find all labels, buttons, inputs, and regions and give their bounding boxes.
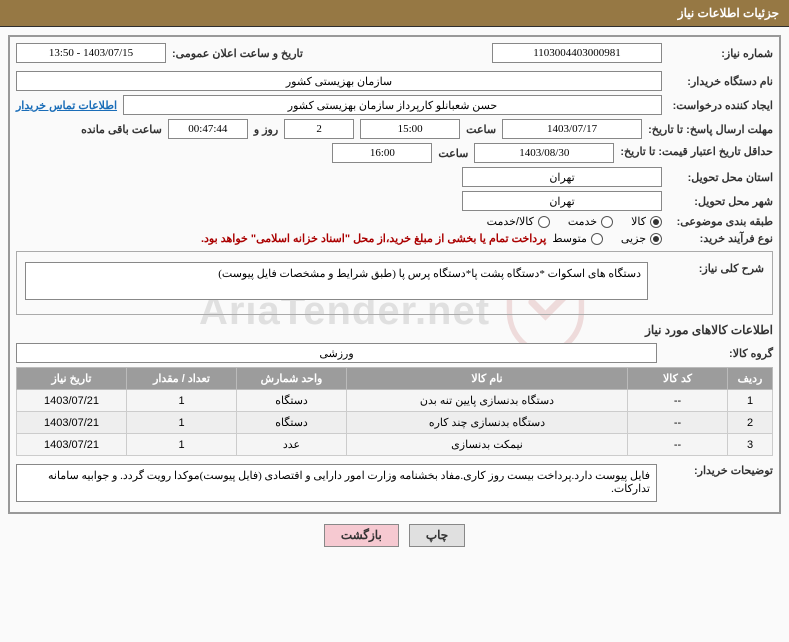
announce-dt-field: 1403/07/15 - 13:50 <box>16 43 166 63</box>
table-cell: 1403/07/21 <box>17 434 127 456</box>
deadline-time-field: 15:00 <box>360 119 460 139</box>
table-cell: عدد <box>237 434 347 456</box>
radio-medium[interactable] <box>591 233 603 245</box>
label-deliver-prov: استان محل تحویل: <box>668 171 773 184</box>
radio-minor[interactable] <box>650 233 662 245</box>
deliver-prov-field: تهران <box>462 167 662 187</box>
th-date: تاریخ نیاز <box>17 368 127 390</box>
table-cell: دستگاه <box>237 390 347 412</box>
category-radio-group: کالا خدمت کالا/خدمت <box>487 215 662 228</box>
table-cell: 1403/07/21 <box>17 390 127 412</box>
table-cell: 1403/07/21 <box>17 412 127 434</box>
label-announce-dt: تاریخ و ساعت اعلان عمومی: <box>172 47 303 60</box>
goods-info-title: اطلاعات کالاهای مورد نیاز <box>16 323 773 337</box>
th-unit: واحد شمارش <box>237 368 347 390</box>
remain-time-field: 00:47:44 <box>168 119 248 139</box>
table-cell: 1 <box>127 390 237 412</box>
desc-textarea[interactable]: دستگاه های اسکوات *دستگاه پشت پا*دستگاه … <box>25 262 648 300</box>
panel-header: جزئیات اطلاعات نیاز <box>0 0 789 27</box>
label-deadline: مهلت ارسال پاسخ: تا تاریخ: <box>648 123 773 136</box>
radio-minor-label: جزیی <box>621 232 646 245</box>
label-remain: ساعت باقی مانده <box>81 123 162 136</box>
table-row: 2--دستگاه بدنسازی چند کارهدستگاه11403/07… <box>17 412 773 434</box>
back-button[interactable]: بازگشت <box>324 524 399 547</box>
radio-both-label: کالا/خدمت <box>487 215 534 228</box>
table-cell: نیمکت بدنسازی <box>347 434 628 456</box>
table-cell: دستگاه بدنسازی چند کاره <box>347 412 628 434</box>
table-cell: دستگاه <box>237 412 347 434</box>
goods-group-field: ورزشی <box>16 343 657 363</box>
radio-service[interactable] <box>601 216 613 228</box>
validity-date-field: 1403/08/30 <box>474 143 614 163</box>
th-name: نام کالا <box>347 368 628 390</box>
label-days-and: روز و <box>254 123 278 136</box>
requester-field: حسن شعبانلو کارپرداز سازمان بهزیستی کشور <box>123 95 662 115</box>
table-cell: 3 <box>728 434 773 456</box>
label-deliver-city: شهر محل تحویل: <box>668 195 773 208</box>
label-process: نوع فرآیند خرید: <box>668 232 773 245</box>
label-need-no: شماره نیاز: <box>668 47 773 60</box>
radio-medium-label: متوسط <box>552 232 587 245</box>
validity-time-field: 16:00 <box>332 143 432 163</box>
remain-days-field: 2 <box>284 119 354 139</box>
table-cell: -- <box>628 434 728 456</box>
description-frame: شرح کلی نیاز: دستگاه های اسکوات *دستگاه … <box>16 251 773 315</box>
main-frame: شماره نیاز: 1103004403000981 تاریخ و ساع… <box>8 35 781 514</box>
table-cell: دستگاه بدنسازی پایین تنه بدن <box>347 390 628 412</box>
label-validity: حداقل تاریخ اعتبار قیمت: تا تاریخ: <box>620 146 773 159</box>
th-row: ردیف <box>728 368 773 390</box>
table-cell: -- <box>628 390 728 412</box>
radio-goods[interactable] <box>650 216 662 228</box>
process-note: پرداخت تمام یا بخشی از مبلغ خرید،از محل … <box>16 232 546 245</box>
label-time-1: ساعت <box>466 123 496 136</box>
label-buyer-notes: توضیحات خریدار: <box>663 464 773 477</box>
label-desc: شرح کلی نیاز: <box>654 262 764 275</box>
deliver-city-field: تهران <box>462 191 662 211</box>
buyer-notes-textarea[interactable]: فایل پیوست دارد.پرداخت بیست روز کاری.مفا… <box>16 464 657 502</box>
goods-table: ردیف کد کالا نام کالا واحد شمارش تعداد /… <box>16 367 773 456</box>
table-row: 1--دستگاه بدنسازی پایین تنه بدندستگاه114… <box>17 390 773 412</box>
radio-both[interactable] <box>538 216 550 228</box>
table-cell: 1 <box>127 434 237 456</box>
label-goods-group: گروه کالا: <box>663 347 773 360</box>
label-category: طبقه بندی موضوعی: <box>668 215 773 228</box>
buyer-contact-link[interactable]: اطلاعات تماس خریدار <box>16 99 117 112</box>
th-qty: تعداد / مقدار <box>127 368 237 390</box>
table-cell: 1 <box>728 390 773 412</box>
label-time-2: ساعت <box>438 147 468 160</box>
radio-goods-label: کالا <box>631 215 646 228</box>
radio-service-label: خدمت <box>568 215 597 228</box>
label-buyer-org: نام دستگاه خریدار: <box>668 75 773 88</box>
print-button[interactable]: چاپ <box>409 524 465 547</box>
deadline-date-field: 1403/07/17 <box>502 119 642 139</box>
th-code: کد کالا <box>628 368 728 390</box>
table-cell: -- <box>628 412 728 434</box>
panel-title: جزئیات اطلاعات نیاز <box>678 6 779 20</box>
table-cell: 2 <box>728 412 773 434</box>
label-requester: ایجاد کننده درخواست: <box>668 99 773 112</box>
need-no-field: 1103004403000981 <box>492 43 662 63</box>
buyer-org-field: سازمان بهزیستی کشور <box>16 71 662 91</box>
table-cell: 1 <box>127 412 237 434</box>
process-radio-group: جزیی متوسط <box>552 232 662 245</box>
table-row: 3--نیمکت بدنسازیعدد11403/07/21 <box>17 434 773 456</box>
